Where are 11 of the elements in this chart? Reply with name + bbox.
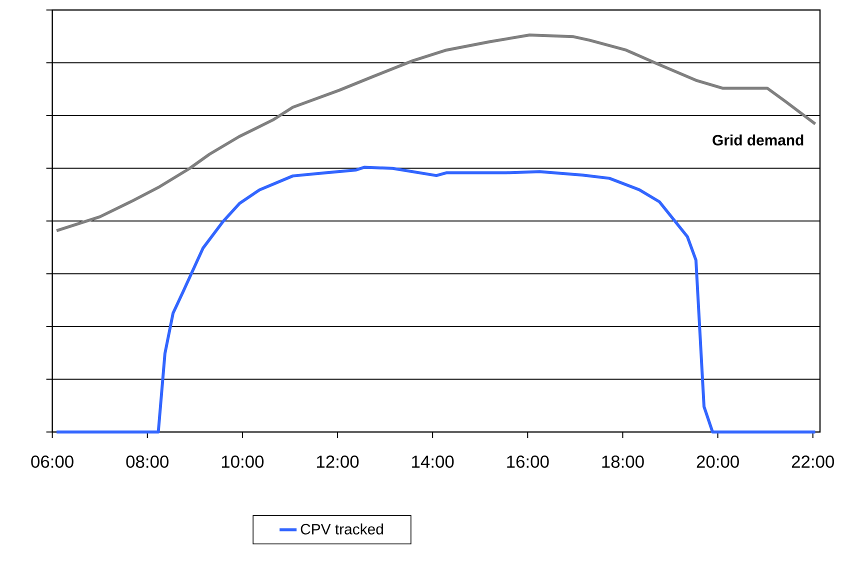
- x-tick-label: 12:00: [317, 456, 359, 468]
- x-tick-label: 22:00: [792, 456, 834, 468]
- x-tick-label: 08:00: [126, 456, 168, 468]
- x-tick-label: 18:00: [602, 456, 644, 468]
- series-label: Grid demand: [712, 134, 804, 146]
- x-tick-label: 16:00: [507, 456, 549, 468]
- x-tick-label: 20:00: [696, 456, 739, 468]
- x-tick-label: 14:00: [412, 456, 454, 468]
- legend-label: CPV tracked: [300, 524, 383, 534]
- x-tick-label: 10:00: [222, 456, 264, 468]
- x-tick-label: 06:00: [31, 456, 74, 468]
